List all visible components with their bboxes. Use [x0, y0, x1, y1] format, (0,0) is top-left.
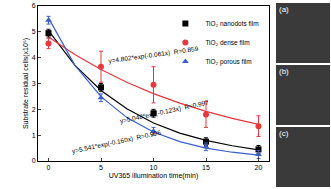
svg-text:1: 1	[32, 132, 36, 139]
svg-text:TiO₂ porous film: TiO₂ porous film	[205, 58, 251, 66]
svg-text:y=5.048*exp(-0.123x) R=0.997: y=5.048*exp(-0.123x) R=0.997	[119, 99, 210, 126]
html-text:(a): (a)	[279, 5, 289, 14]
svg-text:20: 20	[255, 164, 263, 171]
svg-text:0: 0	[47, 164, 51, 171]
svg-text:3: 3	[32, 80, 36, 87]
svg-text:y=5.541*exp(-0.160x) R=0.996: y=5.541*exp(-0.160x) R=0.996	[71, 129, 162, 156]
svg-text:TiO₂ nanodots film: TiO₂ nanodots film	[205, 20, 258, 27]
svg-text:TiO₂ dense film: TiO₂ dense film	[205, 39, 249, 46]
svg-text:10: 10	[150, 164, 158, 171]
html-text:(c): (c)	[279, 129, 289, 138]
svg-text:5: 5	[32, 28, 36, 35]
svg-text:UV365 illumination time(min): UV365 illumination time(min)	[109, 172, 198, 180]
html-text:(b): (b)	[279, 67, 289, 76]
svg-text:5: 5	[99, 164, 103, 171]
svg-text:15: 15	[202, 164, 210, 171]
svg-text:0: 0	[32, 157, 36, 164]
svg-text:4: 4	[32, 54, 36, 61]
svg-text:Substrate residual cells(x10⁵): Substrate residual cells(x10⁵)	[22, 38, 30, 129]
svg-text:2: 2	[32, 106, 36, 113]
svg-text:y=4.802*exp(-0.061x) R=0.859: y=4.802*exp(-0.061x) R=0.859	[108, 45, 199, 66]
svg-text:6: 6	[32, 2, 36, 9]
